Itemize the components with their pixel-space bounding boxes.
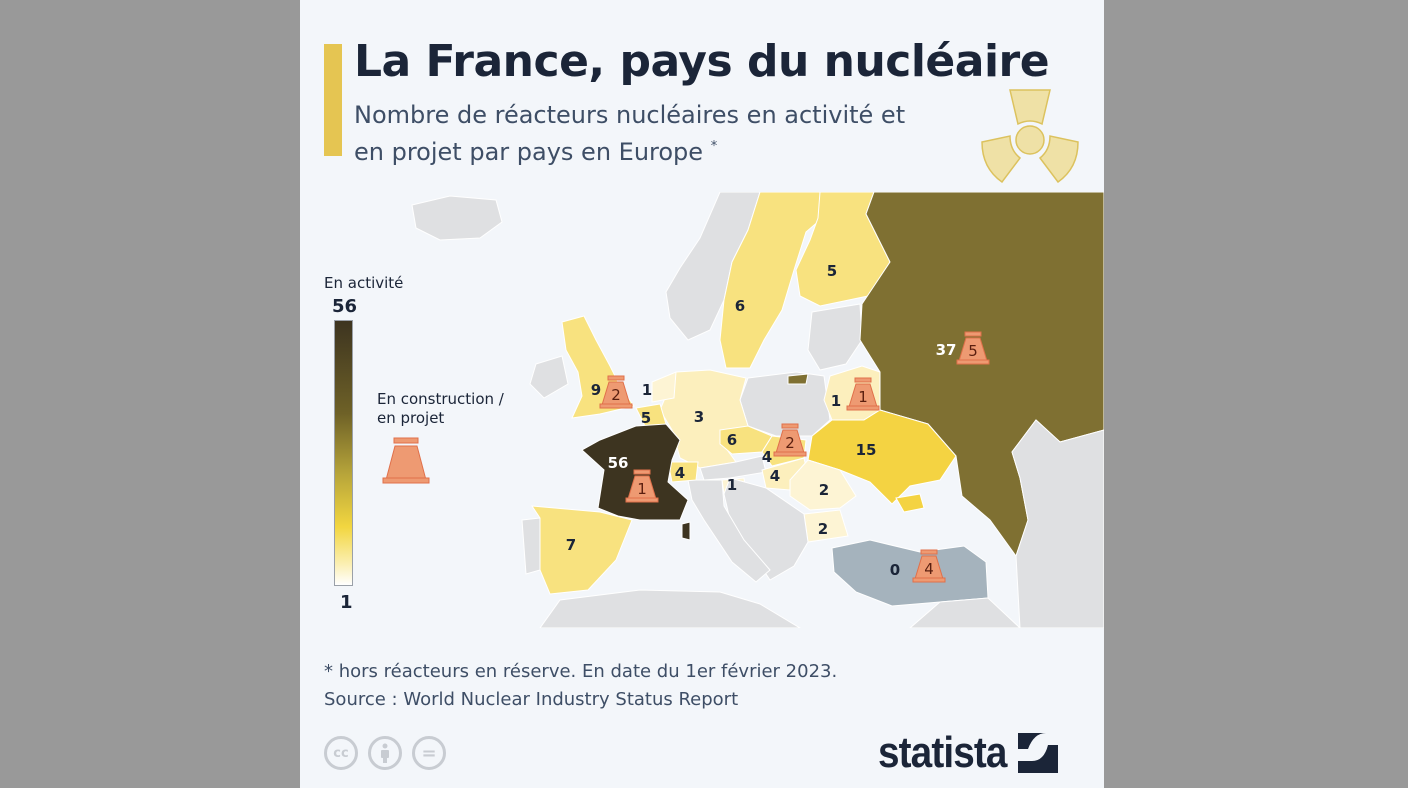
active-count-hungary: 4: [769, 467, 781, 485]
country-italy: [687, 479, 771, 583]
cooling-tower-icon: [382, 437, 430, 484]
region-central-asia: [1011, 419, 1104, 628]
infographic-card: La France, pays du nucléaire Nombre de r…: [300, 0, 1104, 788]
legend-gradient-bar: [334, 320, 353, 586]
legend-construction-title: En construction / en projet: [377, 390, 504, 427]
construction-count-belarus: 1: [858, 388, 868, 406]
country-iceland: [411, 195, 503, 241]
country-ireland: [529, 355, 569, 399]
region-balkans: [723, 477, 809, 581]
cc-icon[interactable]: cc: [324, 736, 358, 770]
construction-count-uk: 2: [611, 386, 621, 404]
country-baltics: [807, 303, 863, 371]
footnote-note: * hors réacteurs en réserve. En date du …: [324, 661, 838, 682]
no-derivatives-icon[interactable]: =: [412, 736, 446, 770]
country-spain: [531, 505, 633, 595]
active-count-finland: 5: [826, 262, 838, 280]
active-count-germany: 3: [693, 408, 705, 426]
subtitle-line-2: en projet par pays en Europe: [354, 138, 704, 166]
page-title: La France, pays du nucléaire: [354, 36, 1050, 87]
country-kaliningrad: [787, 373, 809, 385]
construction-count-turkey: 4: [924, 560, 934, 578]
active-count-belarus: 1: [830, 392, 842, 410]
cooling-tower-icon: 5: [955, 331, 991, 365]
license-icons: cc =: [324, 736, 446, 770]
statista-logo[interactable]: statista: [878, 728, 1059, 778]
country-switzerland: [667, 461, 699, 483]
cooling-tower-icon: 2: [598, 375, 634, 409]
subtitle-asterisk: *: [710, 139, 718, 154]
cooling-tower-icon: 1: [845, 377, 881, 411]
active-count-france: 56: [607, 454, 629, 472]
legend-min-value: 1: [340, 592, 353, 613]
active-count-bulgaria: 2: [817, 520, 829, 538]
construction-count-france: 1: [637, 480, 647, 498]
legend-active-title: En activité: [324, 274, 404, 292]
subtitle: Nombre de réacteurs nucléaires en activi…: [354, 100, 954, 168]
region-middle-east: [909, 597, 1021, 628]
active-count-ukraine: 15: [855, 441, 877, 459]
active-count-czech: 6: [726, 431, 738, 449]
active-count-switzerland: 4: [674, 464, 686, 482]
region-corsica: [681, 521, 691, 541]
active-count-slovenia: 1: [726, 476, 738, 494]
active-count-turkey: 0: [889, 561, 901, 579]
footnote: * hors réacteurs en réserve. En date du …: [324, 658, 837, 714]
country-portugal: [521, 517, 541, 575]
construction-count-russia: 5: [968, 342, 978, 360]
country-romania: [789, 459, 857, 511]
active-count-slovakia: 4: [761, 448, 773, 466]
country-turkey: [831, 539, 989, 607]
cooling-tower-icon: 4: [911, 549, 947, 583]
active-count-belgium: 5: [640, 409, 652, 427]
brand-name: statista: [878, 728, 1007, 777]
cooling-tower-icon: 1: [624, 469, 660, 503]
legend-max-value: 56: [332, 296, 358, 317]
radiation-trefoil-icon: [981, 89, 1079, 184]
region-north-africa: [539, 589, 801, 628]
active-count-spain: 7: [565, 536, 577, 554]
attribution-icon[interactable]: [368, 736, 402, 770]
subtitle-line-1: Nombre de réacteurs nucléaires en activi…: [354, 101, 906, 129]
active-count-netherlands: 1: [641, 381, 653, 399]
footnote-source: Source : World Nuclear Industry Status R…: [324, 689, 739, 710]
region-crimea: [895, 493, 925, 513]
active-count-uk: 9: [590, 381, 602, 399]
title-accent-bar: [324, 44, 342, 156]
construction-count-slovakia: 2: [785, 434, 795, 452]
active-count-sweden: 6: [734, 297, 746, 315]
country-netherlands: [651, 371, 677, 403]
active-count-russia: 37: [935, 341, 957, 359]
cooling-tower-icon: 2: [772, 423, 808, 457]
active-count-romania: 2: [818, 481, 830, 499]
statista-mark-icon: [1018, 733, 1059, 773]
